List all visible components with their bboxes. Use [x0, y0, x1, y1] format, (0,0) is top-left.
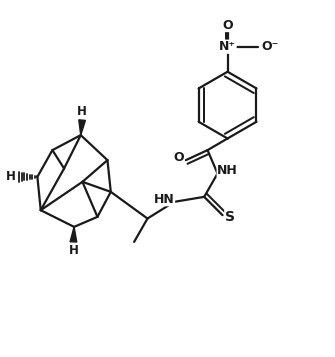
Text: H: H [6, 170, 16, 183]
Polygon shape [79, 120, 85, 135]
Polygon shape [70, 227, 77, 242]
Text: O⁻: O⁻ [262, 40, 279, 53]
Text: HN: HN [154, 193, 175, 206]
Text: N⁺: N⁺ [219, 40, 236, 53]
Text: S: S [225, 210, 235, 224]
Text: NH: NH [217, 164, 238, 177]
Text: O: O [222, 19, 233, 31]
Text: H: H [68, 244, 78, 257]
Text: O: O [173, 151, 184, 164]
Text: H: H [77, 105, 87, 118]
